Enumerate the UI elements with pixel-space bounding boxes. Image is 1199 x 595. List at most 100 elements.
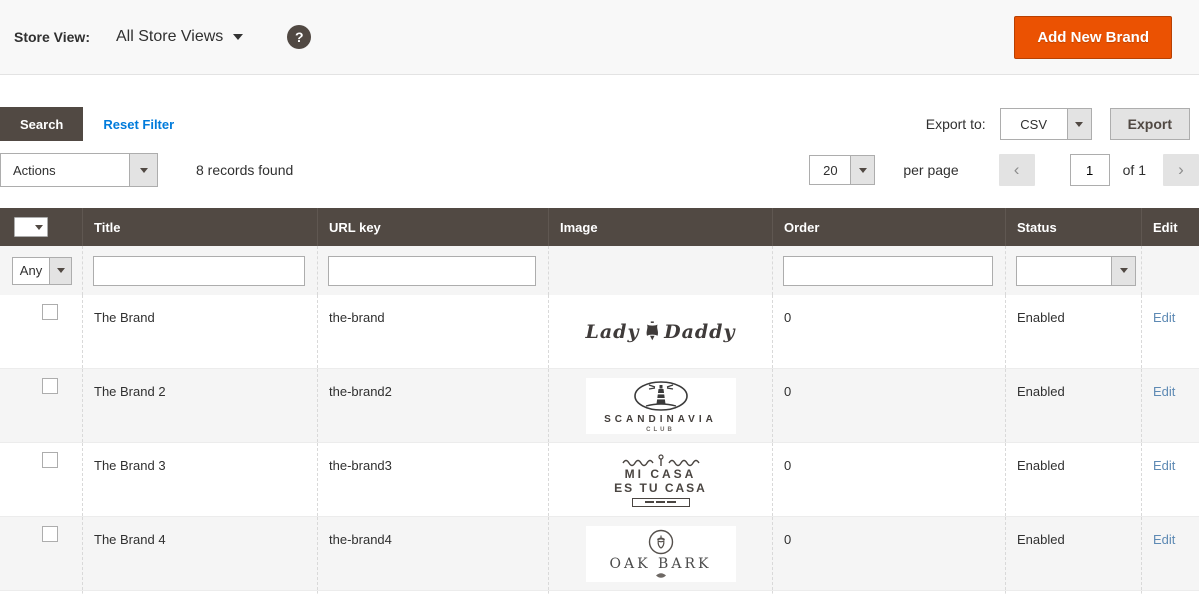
title-cell: The Brand 2	[82, 369, 317, 442]
grid-actionbar: Actions 8 records found 20 per page ‹ of…	[0, 153, 1199, 187]
edit-link[interactable]: Edit	[1153, 384, 1176, 399]
row-select-cell	[0, 369, 82, 442]
records-found-text: 8 records found	[196, 162, 294, 178]
export-group: Export to: CSV Export	[926, 108, 1190, 140]
row-checkbox[interactable]	[42, 452, 58, 468]
next-page-button[interactable]: ›	[1163, 154, 1199, 186]
table-row[interactable]: The Brand 3 the-brand3 MI CASA ES TU CAS…	[0, 443, 1199, 517]
url-key-filter-input[interactable]	[328, 255, 536, 286]
lighthouse-icon	[633, 380, 688, 411]
brands-grid: Title URL key Image Order Status Edit An…	[0, 208, 1199, 595]
chevron-down-icon	[129, 154, 157, 186]
brand-logo-lady-daddy: Lady Daddy	[585, 304, 736, 360]
table-row[interactable]: The Brand 2 the-brand2 SCANDINAVIA CLUB …	[0, 369, 1199, 443]
current-page-input[interactable]	[1069, 154, 1110, 186]
order-cell: 0	[772, 295, 1005, 368]
actions-select[interactable]: Actions	[0, 153, 158, 187]
reset-filter-link[interactable]: Reset Filter	[103, 116, 175, 132]
chevron-down-icon	[850, 156, 875, 184]
column-header-order[interactable]: Order	[772, 208, 1005, 246]
edit-link[interactable]: Edit	[1153, 458, 1176, 473]
select-all-header	[0, 208, 82, 246]
row-checkbox[interactable]	[42, 378, 58, 394]
chevron-down-icon	[35, 224, 43, 230]
table-row[interactable]: The Brand the-brand Lady Daddy 0 Enabled…	[0, 295, 1199, 369]
leaf-icon	[655, 573, 666, 578]
brand-logo-oak-bark: OAK BARK	[585, 526, 736, 582]
column-header-image[interactable]: Image	[548, 208, 772, 246]
massaction-filter-select[interactable]: Any	[12, 256, 72, 285]
grid-header-row: Title URL key Image Order Status Edit	[0, 208, 1199, 246]
column-header-title[interactable]: Title	[82, 208, 317, 246]
logo-subtext: CLUB	[646, 426, 675, 433]
page-size-select[interactable]: 20	[809, 155, 876, 185]
edit-link[interactable]: Edit	[1153, 310, 1176, 325]
per-page-label: per page	[903, 162, 959, 178]
edit-cell: Edit	[1141, 517, 1199, 590]
column-header-status[interactable]: Status	[1005, 208, 1141, 246]
filter-cell-url-key	[317, 246, 548, 295]
page-size-value: 20	[810, 156, 851, 184]
actions-value: Actions	[1, 154, 129, 186]
status-cell: Enabled	[1005, 517, 1141, 590]
store-view-switcher[interactable]: All Store Views	[116, 28, 244, 46]
image-cell: MI CASA ES TU CASA	[548, 443, 772, 516]
row-checkbox[interactable]	[42, 304, 58, 320]
logo-word: Lady	[585, 321, 640, 343]
edit-cell: Edit	[1141, 295, 1199, 368]
row-select-cell	[0, 517, 82, 590]
order-filter-input[interactable]	[783, 255, 993, 286]
table-row	[0, 591, 1199, 595]
filter-cell-edit	[1141, 246, 1199, 295]
url-key-cell: the-brand	[317, 295, 548, 368]
add-new-brand-button[interactable]: Add New Brand	[1014, 15, 1172, 59]
order-cell: 0	[772, 517, 1005, 590]
wave-ornament-icon	[621, 453, 700, 466]
filter-cell-massaction: Any	[0, 246, 82, 295]
chevron-down-icon	[1066, 109, 1091, 139]
chevron-down-icon	[1111, 256, 1135, 285]
massaction-filter-value: Any	[13, 257, 49, 284]
column-header-url-key[interactable]: URL key	[317, 208, 548, 246]
brand-logo-scandinavia-club: SCANDINAVIA CLUB	[585, 378, 736, 434]
order-cell: 0	[772, 443, 1005, 516]
status-filter-select[interactable]	[1016, 255, 1136, 286]
column-header-edit: Edit	[1141, 208, 1199, 246]
export-format-select[interactable]: CSV	[999, 108, 1092, 140]
export-button[interactable]: Export	[1109, 108, 1190, 140]
previous-page-button[interactable]: ‹	[998, 154, 1035, 186]
help-icon[interactable]: ?	[287, 25, 312, 49]
edit-link[interactable]: Edit	[1153, 532, 1176, 547]
search-button[interactable]: Search	[0, 107, 84, 141]
page-header: Store View: All Store Views ? Add New Br…	[0, 0, 1199, 75]
chevron-down-icon	[49, 257, 71, 284]
brand-logo-mi-casa: MI CASA ES TU CASA	[585, 452, 736, 508]
title-cell: The Brand	[82, 295, 317, 368]
title-filter-input[interactable]	[93, 255, 305, 286]
select-all-dropdown[interactable]	[14, 217, 48, 237]
chevron-down-icon	[233, 34, 244, 40]
row-checkbox[interactable]	[42, 526, 58, 542]
filter-cell-status	[1005, 246, 1141, 295]
url-key-cell: the-brand2	[317, 369, 548, 442]
grid-filter-row: Any	[0, 246, 1199, 295]
export-to-label: Export to:	[925, 116, 986, 132]
status-cell: Enabled	[1005, 369, 1141, 442]
url-key-cell: the-brand4	[317, 517, 548, 590]
status-filter-value	[1017, 256, 1111, 285]
table-row[interactable]: The Brand 4 the-brand4 OAK BARK 0 Enable…	[0, 517, 1199, 591]
logo-word: Daddy	[664, 321, 736, 343]
edit-cell: Edit	[1141, 369, 1199, 442]
export-format-value: CSV	[1000, 109, 1067, 139]
filter-cell-image	[548, 246, 772, 295]
acorn-icon	[648, 529, 673, 555]
logo-text: OAK BARK	[609, 556, 712, 572]
grid-toolbar: Search Reset Filter Export to: CSV Expor…	[0, 107, 1199, 141]
filter-cell-order	[772, 246, 1005, 295]
pagination: 20 per page ‹ of 1 ›	[809, 154, 1199, 186]
image-cell: Lady Daddy	[548, 295, 772, 368]
total-pages-label: of 1	[1122, 162, 1146, 178]
row-select-cell	[0, 443, 82, 516]
order-cell: 0	[772, 369, 1005, 442]
leather-hide-icon	[646, 321, 658, 341]
